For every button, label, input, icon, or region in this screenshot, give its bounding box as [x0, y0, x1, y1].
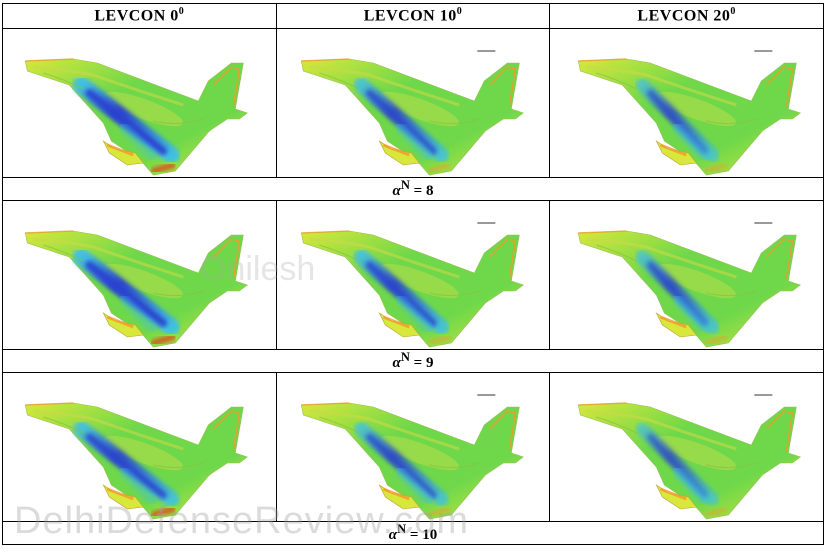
plot-cell — [549, 200, 824, 350]
plot-cell — [275, 200, 551, 350]
degree-sup: 0 — [730, 6, 736, 18]
header-levcon-20: LEVCON 200 — [549, 3, 824, 29]
degree-sup: 0 — [456, 6, 463, 18]
degree-sup: 0 — [178, 6, 185, 18]
alpha-value: = 10 — [406, 527, 438, 543]
image-row-2 — [2, 200, 824, 350]
pressure-contour-plot — [578, 50, 802, 176]
label-row-3: αN = 10 — [2, 521, 824, 545]
image-row-3 — [2, 372, 824, 522]
alpha-sup: N — [397, 522, 407, 536]
alpha-value: = 9 — [409, 355, 434, 371]
pressure-contour-plot — [300, 222, 524, 348]
pressure-contour-plot — [300, 50, 524, 176]
alpha-symbol: α — [388, 527, 398, 543]
pressure-contour-plot — [578, 394, 802, 520]
header-levcon-10: LEVCON 100 — [275, 3, 551, 29]
label-row-2: αN = 9 — [2, 349, 824, 373]
plot-cell — [549, 372, 824, 522]
plot-cell — [2, 200, 277, 350]
header-label: LEVCON 10 — [363, 7, 457, 25]
header-levcon-0: LEVCON 00 — [2, 3, 277, 29]
header-row: LEVCON 00 LEVCON 100 LEVCON 200 — [2, 3, 824, 29]
pressure-contour-plot — [578, 222, 802, 348]
alpha-label: αN = 10 — [2, 521, 824, 545]
image-row-1 — [2, 28, 824, 178]
pressure-contour-plot — [24, 402, 248, 520]
alpha-value: = 8 — [409, 183, 434, 199]
plot-cell — [2, 28, 277, 178]
pressure-contour-plot — [24, 230, 248, 348]
label-row-1: αN = 8 — [2, 177, 824, 201]
alpha-sup: N — [400, 178, 410, 192]
pressure-contour-plot — [300, 394, 524, 520]
plot-cell — [2, 372, 277, 522]
plot-cell — [549, 28, 824, 178]
alpha-label: αN = 9 — [2, 349, 824, 373]
alpha-label: αN = 8 — [2, 177, 824, 201]
alpha-symbol: α — [392, 183, 401, 199]
header-label: LEVCON 20 — [637, 7, 731, 25]
header-label: LEVCON 0 — [94, 7, 179, 25]
alpha-symbol: α — [392, 355, 401, 371]
plot-cell — [275, 372, 551, 522]
pressure-contour-plot — [24, 58, 248, 176]
plot-cell — [275, 28, 551, 178]
alpha-sup: N — [400, 350, 410, 364]
levcon-figure-table: LEVCON 00 LEVCON 100 LEVCON 200 — [2, 3, 824, 545]
